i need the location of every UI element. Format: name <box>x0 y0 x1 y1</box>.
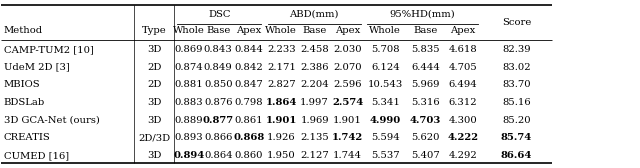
Text: Base: Base <box>413 26 438 35</box>
Text: CREATIS: CREATIS <box>4 133 51 142</box>
Text: 85.20: 85.20 <box>502 116 531 125</box>
Text: 6.494: 6.494 <box>449 80 477 89</box>
Text: 0.847: 0.847 <box>234 80 263 89</box>
Text: 3D: 3D <box>147 45 161 54</box>
Text: 0.849: 0.849 <box>204 63 232 72</box>
Text: 3D: 3D <box>147 116 161 125</box>
Text: 0.894: 0.894 <box>173 151 204 160</box>
Text: CAMP-TUM2 [10]: CAMP-TUM2 [10] <box>4 45 93 54</box>
Text: 0.844: 0.844 <box>234 45 263 54</box>
Text: 5.537: 5.537 <box>371 151 399 160</box>
Text: Apex: Apex <box>236 26 261 35</box>
Text: 85.74: 85.74 <box>501 133 532 142</box>
Text: ABD(mm): ABD(mm) <box>289 10 339 19</box>
Text: 5.835: 5.835 <box>412 45 440 54</box>
Text: 0.877: 0.877 <box>203 116 234 125</box>
Text: MBIOS: MBIOS <box>4 80 40 89</box>
Text: 5.594: 5.594 <box>371 133 399 142</box>
Text: 4.705: 4.705 <box>449 63 477 72</box>
Text: 2.127: 2.127 <box>300 151 329 160</box>
Text: 0.881: 0.881 <box>175 80 203 89</box>
Text: 82.39: 82.39 <box>502 45 531 54</box>
Text: 2.574: 2.574 <box>332 98 363 107</box>
Text: 86.64: 86.64 <box>500 151 532 160</box>
Text: 0.850: 0.850 <box>204 80 232 89</box>
Text: 5.708: 5.708 <box>371 45 399 54</box>
Text: 2.030: 2.030 <box>333 45 362 54</box>
Text: Whole: Whole <box>173 26 205 35</box>
Text: 4.703: 4.703 <box>410 116 442 125</box>
Text: 4.990: 4.990 <box>370 116 401 125</box>
Text: 83.02: 83.02 <box>502 63 531 72</box>
Text: 2.827: 2.827 <box>267 80 296 89</box>
Text: 2.171: 2.171 <box>267 63 296 72</box>
Text: 2D/3D: 2D/3D <box>138 133 170 142</box>
Text: 4.222: 4.222 <box>447 133 479 142</box>
Text: 5.407: 5.407 <box>412 151 440 160</box>
Text: Type: Type <box>142 26 166 35</box>
Text: 2D: 2D <box>147 63 161 72</box>
Text: 2.070: 2.070 <box>333 63 362 72</box>
Text: Apex: Apex <box>335 26 360 35</box>
Text: 5.620: 5.620 <box>412 133 440 142</box>
Text: 1.742: 1.742 <box>332 133 363 142</box>
Text: 5.341: 5.341 <box>371 98 400 107</box>
Text: 5.316: 5.316 <box>412 98 440 107</box>
Text: 0.889: 0.889 <box>175 116 203 125</box>
Text: 3D GCA-Net (ours): 3D GCA-Net (ours) <box>4 116 100 125</box>
Text: 1.901: 1.901 <box>333 116 362 125</box>
Text: DSC: DSC <box>208 10 230 19</box>
Text: Whole: Whole <box>266 26 297 35</box>
Text: 95%HD(mm): 95%HD(mm) <box>390 10 456 19</box>
Text: 6.312: 6.312 <box>449 98 477 107</box>
Text: 83.70: 83.70 <box>502 80 531 89</box>
Text: 1.901: 1.901 <box>266 116 297 125</box>
Text: 4.292: 4.292 <box>449 151 477 160</box>
Text: 0.874: 0.874 <box>175 63 203 72</box>
Text: Base: Base <box>302 26 327 35</box>
Text: UdeM 2D [3]: UdeM 2D [3] <box>4 63 70 72</box>
Text: 3D: 3D <box>147 98 161 107</box>
Text: 2.233: 2.233 <box>267 45 296 54</box>
Text: CUMED [16]: CUMED [16] <box>4 151 69 160</box>
Text: 0.843: 0.843 <box>204 45 232 54</box>
Text: 2D: 2D <box>147 80 161 89</box>
Text: 2.204: 2.204 <box>300 80 329 89</box>
Text: 0.866: 0.866 <box>204 133 232 142</box>
Text: 6.444: 6.444 <box>411 63 440 72</box>
Text: 0.842: 0.842 <box>234 63 263 72</box>
Text: 1.969: 1.969 <box>300 116 329 125</box>
Text: Whole: Whole <box>369 26 401 35</box>
Text: 4.300: 4.300 <box>449 116 477 125</box>
Text: 6.124: 6.124 <box>371 63 399 72</box>
Text: 0.864: 0.864 <box>204 151 232 160</box>
Text: 1.864: 1.864 <box>266 98 297 107</box>
Text: 4.618: 4.618 <box>449 45 477 54</box>
Text: Score: Score <box>502 18 531 27</box>
Text: Apex: Apex <box>451 26 476 35</box>
Text: 85.16: 85.16 <box>502 98 531 107</box>
Text: 2.458: 2.458 <box>300 45 329 54</box>
Text: 0.876: 0.876 <box>204 98 232 107</box>
Text: 2.135: 2.135 <box>300 133 329 142</box>
Text: 1.950: 1.950 <box>267 151 296 160</box>
Text: Method: Method <box>4 26 43 35</box>
Text: 0.869: 0.869 <box>175 45 203 54</box>
Text: BDSLab: BDSLab <box>4 98 45 107</box>
Text: 10.543: 10.543 <box>367 80 403 89</box>
Text: 0.798: 0.798 <box>234 98 263 107</box>
Text: 0.883: 0.883 <box>175 98 203 107</box>
Text: 2.596: 2.596 <box>333 80 362 89</box>
Text: 0.868: 0.868 <box>233 133 264 142</box>
Text: Base: Base <box>206 26 230 35</box>
Text: 3D: 3D <box>147 151 161 160</box>
Text: 1.997: 1.997 <box>300 98 329 107</box>
Text: 1.926: 1.926 <box>267 133 296 142</box>
Text: 5.969: 5.969 <box>412 80 440 89</box>
Text: 0.861: 0.861 <box>234 116 263 125</box>
Text: 0.860: 0.860 <box>234 151 263 160</box>
Text: 1.744: 1.744 <box>333 151 362 160</box>
Text: 0.893: 0.893 <box>175 133 203 142</box>
Text: 2.386: 2.386 <box>300 63 329 72</box>
